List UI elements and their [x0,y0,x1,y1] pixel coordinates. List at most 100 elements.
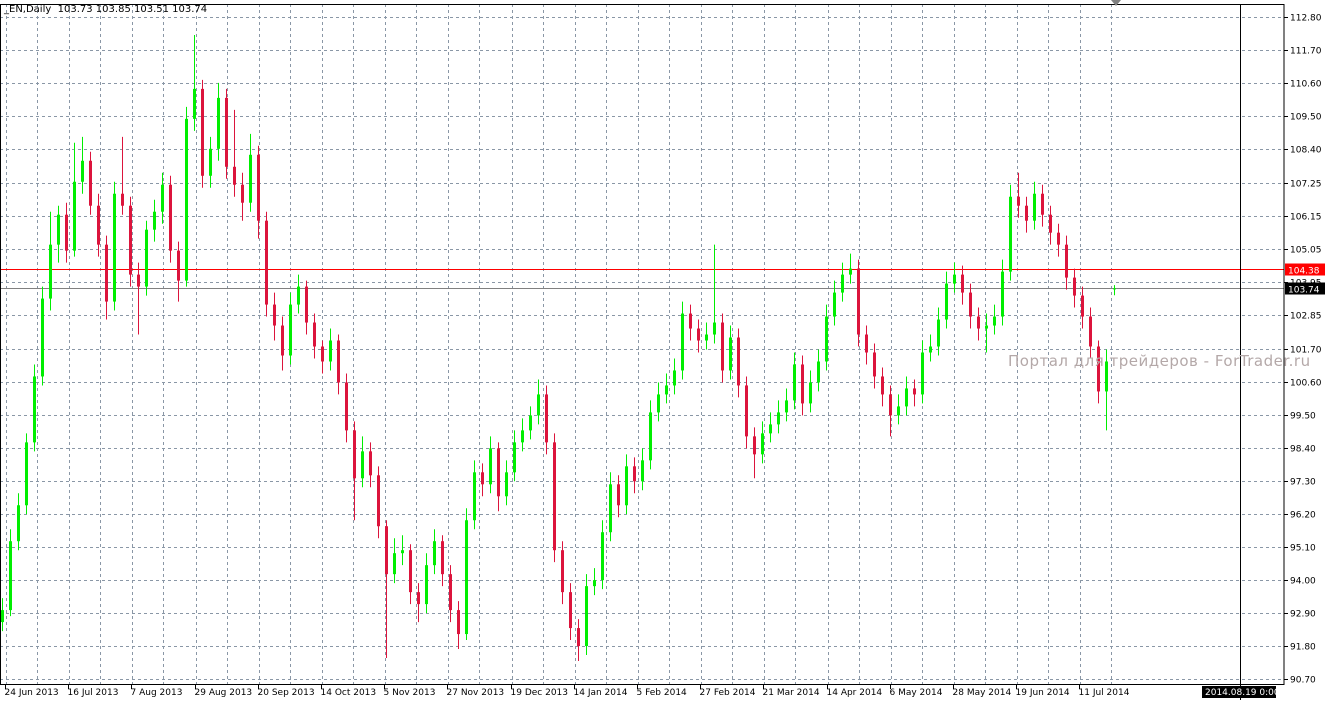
bear-candle-body [553,442,556,551]
bull-candle-body [1,610,4,623]
bear-candle-body [377,475,380,527]
bear-candle-body [385,526,388,575]
bull-candle-body [529,415,532,431]
y-tick-label: 95.10 [1290,544,1316,554]
bull-candle-body [833,292,836,317]
bull-candle-body [929,346,932,353]
bull-candle-body [713,322,716,335]
y-tick-label: 107.25 [1290,180,1322,190]
bull-candle-body [113,193,116,302]
time-axis[interactable]: 24 Jun 2013 16 Jul 2013 7 Aug 2013 29 Aug 2… [5,684,1280,698]
bear-candle-body [913,388,916,395]
bear-candle-body [305,286,308,323]
x-tick-label: 5 Nov 2013 [384,688,436,698]
bull-candle-body [1113,288,1116,290]
crosshair-date-bg [1202,686,1276,698]
bear-candle-body [257,154,260,221]
bull-candle-body [153,211,156,230]
bull-candle-body [905,388,908,407]
bull-candle-body [993,316,996,326]
y-tick-label: 99.50 [1290,412,1316,422]
x-tick-label: 5 Feb 2014 [637,688,688,698]
bull-candle-body [9,541,12,611]
bull-candle-body [57,214,60,245]
y-tick-label: 91.80 [1290,643,1316,653]
chart-frame [0,0,1285,700]
x-tick-label: 28 May 2014 [953,688,1012,698]
bear-candle-body [241,184,244,203]
bear-candle-body [577,628,580,647]
bull-candle-body [1105,361,1108,392]
bear-candle-body [121,193,124,206]
bear-candle-body [1057,232,1060,245]
x-tick-label: 24 Jun 2013 [5,688,59,698]
x-tick-label: 11 Jul 2014 [1079,688,1130,698]
bear-candle-body [753,436,756,455]
y-tick-label: 110.60 [1290,80,1322,90]
y-tick-label: 105.05 [1290,246,1322,256]
y-tick-label: 96.20 [1290,511,1316,521]
bear-candle-body [633,466,636,482]
bear-candle-body [569,592,572,629]
bear-candle-body [233,166,236,185]
bull-candle-body [657,394,660,413]
bull-candle-body [25,442,28,506]
bull-candle-body [361,451,364,479]
bull-candle-body [729,337,732,371]
bull-candle-body [641,460,644,482]
bear-candle-body [1089,316,1092,347]
bear-candle-body [1017,196,1020,206]
ohlc-readout: 103.73 103.85 103.51 103.74 [57,4,208,15]
bear-candle-body [129,205,132,275]
bull-candle-body [161,184,164,212]
price-label-bg [1285,282,1325,295]
bear-candle-body [225,97,228,167]
y-tick-label: 112.80 [1290,14,1322,24]
y-tick-label: 94.00 [1290,577,1316,587]
bear-candle-body [1073,277,1076,296]
bull-candle-body [41,298,44,377]
crosshair-date-label: 2014.08.19 0:00 [1205,688,1280,698]
bull-candle-body [601,532,604,581]
bull-candle-body [761,433,764,455]
bear-candle-body [313,322,316,347]
bull-candle-body [393,553,396,575]
bear-candle-body [689,313,692,329]
bear-candle-body [417,592,420,605]
bear-candle-body [1025,205,1028,221]
x-tick-label: 14 Apr 2014 [827,688,883,698]
bull-candle-body [1033,193,1036,221]
bull-candle-body [809,382,812,404]
price-axis[interactable]: 112.80 111.70 110.60 109.50 108.40 107.25 106.… [1284,14,1325,686]
bear-candle-body [977,316,980,329]
bear-candle-body [697,328,700,341]
bull-candle-body [73,181,76,251]
bear-candle-body [137,274,140,287]
bear-candle-body [97,205,100,245]
bear-candle-body [745,385,748,437]
bear-candle-body [105,244,108,302]
bull-candle-body [921,352,924,395]
x-tick-label: 21 Mar 2014 [763,688,820,698]
bear-candle-body [65,214,68,251]
bear-candle-body [481,472,484,485]
bull-candle-body [841,274,844,293]
x-tick-label: 14 Jan 2014 [574,688,628,698]
symbol-label: _EN,Daily [4,4,52,15]
bear-candle-body [961,274,964,293]
bull-candle-body [537,394,540,416]
bear-candle-body [201,88,204,176]
bear-candle-body [457,610,460,635]
price-label-bg [1285,263,1325,276]
bull-candle-body [289,304,292,356]
candles [1,34,1116,662]
bull-candle-body [785,400,788,413]
bull-candle-body [825,316,828,362]
bear-candle-body [369,451,372,476]
bear-candle-body [273,304,276,326]
x-tick-label: 27 Feb 2014 [700,688,756,698]
y-tick-label: 101.70 [1290,346,1322,356]
bull-candle-body [249,154,252,203]
bull-candle-body [953,274,956,284]
